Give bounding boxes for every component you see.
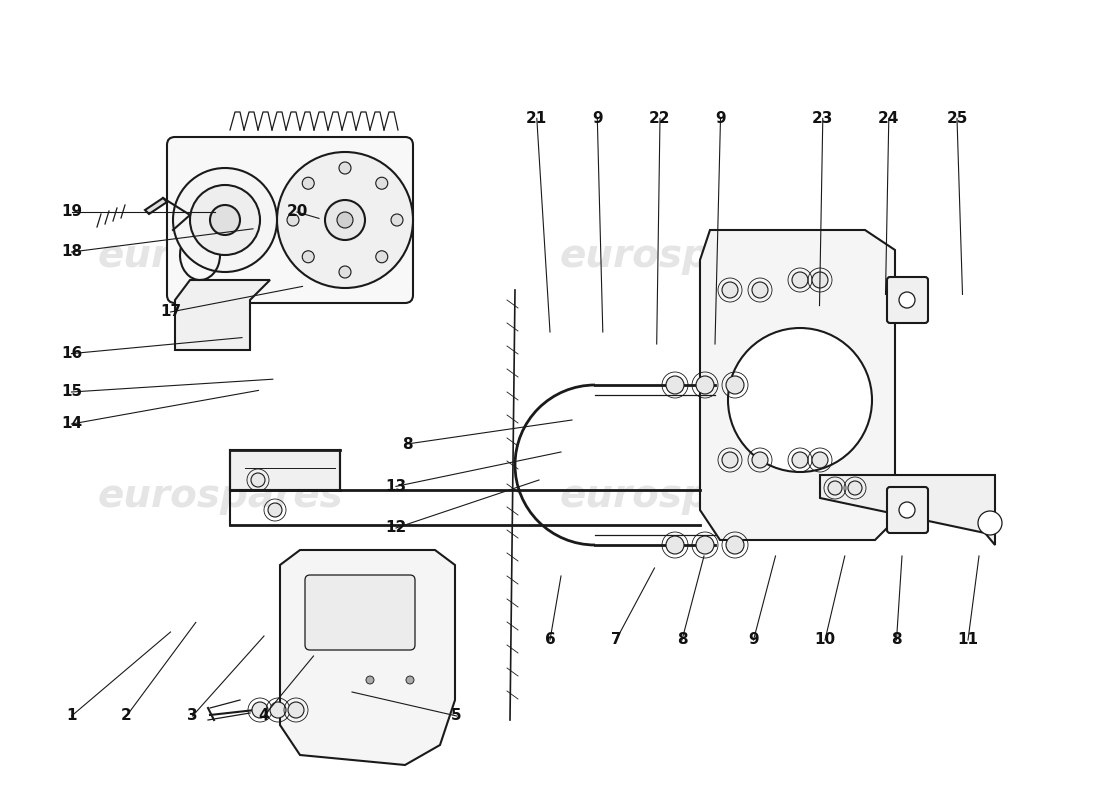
Circle shape [173, 168, 277, 272]
Circle shape [696, 536, 714, 554]
Text: eurospares: eurospares [559, 477, 805, 515]
FancyBboxPatch shape [887, 487, 928, 533]
Circle shape [726, 536, 744, 554]
Circle shape [366, 676, 374, 684]
Text: 13: 13 [385, 479, 407, 494]
Circle shape [270, 702, 286, 718]
Circle shape [728, 328, 872, 472]
Circle shape [268, 503, 282, 517]
Text: 25: 25 [946, 111, 968, 126]
Text: 9: 9 [715, 111, 726, 126]
Circle shape [287, 214, 299, 226]
Text: 8: 8 [891, 633, 902, 647]
Circle shape [792, 272, 808, 288]
Circle shape [828, 481, 842, 495]
Circle shape [302, 250, 315, 262]
Text: 15: 15 [60, 385, 82, 399]
Circle shape [210, 205, 240, 235]
Text: 6: 6 [544, 633, 556, 647]
FancyBboxPatch shape [167, 137, 412, 303]
Text: 8: 8 [402, 437, 412, 451]
Polygon shape [145, 198, 167, 214]
Polygon shape [230, 450, 340, 490]
Circle shape [376, 178, 388, 190]
Polygon shape [280, 550, 455, 765]
Circle shape [812, 272, 828, 288]
Circle shape [376, 250, 388, 262]
Circle shape [277, 152, 412, 288]
Text: eurospares: eurospares [559, 237, 805, 275]
Text: 9: 9 [592, 111, 603, 126]
Text: 4: 4 [258, 709, 270, 723]
Circle shape [666, 536, 684, 554]
Polygon shape [700, 230, 895, 540]
Circle shape [792, 452, 808, 468]
Circle shape [324, 200, 365, 240]
Circle shape [696, 376, 714, 394]
Circle shape [337, 212, 353, 228]
Circle shape [722, 452, 738, 468]
FancyBboxPatch shape [887, 277, 928, 323]
Circle shape [722, 282, 738, 298]
Circle shape [339, 162, 351, 174]
Text: 8: 8 [676, 633, 688, 647]
Text: 5: 5 [451, 709, 462, 723]
Circle shape [666, 376, 684, 394]
Text: 3: 3 [187, 709, 198, 723]
Text: 1: 1 [66, 709, 77, 723]
Text: 12: 12 [385, 521, 407, 535]
FancyBboxPatch shape [305, 575, 415, 650]
Circle shape [978, 511, 1002, 535]
Text: 7: 7 [610, 633, 621, 647]
Circle shape [899, 292, 915, 308]
Text: 23: 23 [812, 111, 834, 126]
Text: 2: 2 [121, 709, 132, 723]
Polygon shape [175, 280, 270, 350]
Text: 17: 17 [160, 305, 182, 319]
Circle shape [752, 452, 768, 468]
Circle shape [812, 452, 828, 468]
Text: 11: 11 [957, 633, 979, 647]
Circle shape [251, 473, 265, 487]
Text: 10: 10 [814, 633, 836, 647]
Circle shape [190, 185, 260, 255]
Circle shape [406, 676, 414, 684]
Circle shape [252, 702, 268, 718]
Text: 14: 14 [60, 417, 82, 431]
Circle shape [752, 282, 768, 298]
Circle shape [288, 702, 304, 718]
Text: 19: 19 [60, 205, 82, 219]
Circle shape [390, 214, 403, 226]
Circle shape [339, 266, 351, 278]
Text: 16: 16 [60, 346, 82, 361]
Text: 24: 24 [878, 111, 900, 126]
Circle shape [726, 376, 744, 394]
Text: 21: 21 [526, 111, 548, 126]
Text: 9: 9 [748, 633, 759, 647]
Text: 22: 22 [649, 111, 671, 126]
Circle shape [899, 502, 915, 518]
Text: 20: 20 [286, 205, 308, 219]
Polygon shape [820, 475, 996, 545]
Circle shape [848, 481, 862, 495]
Circle shape [302, 178, 315, 190]
Text: eurospares: eurospares [97, 477, 343, 515]
Text: 18: 18 [60, 245, 82, 259]
Text: eurospares: eurospares [97, 237, 343, 275]
